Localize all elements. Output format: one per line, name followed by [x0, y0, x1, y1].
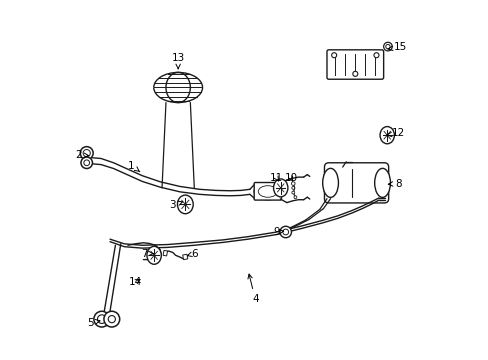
Text: 6: 6 [187, 248, 197, 258]
Text: 1: 1 [128, 161, 140, 172]
Text: 15: 15 [387, 42, 407, 52]
Circle shape [352, 71, 357, 76]
Ellipse shape [374, 168, 389, 197]
Ellipse shape [258, 186, 277, 197]
Ellipse shape [273, 179, 287, 197]
Ellipse shape [379, 127, 394, 144]
Ellipse shape [322, 168, 338, 197]
FancyBboxPatch shape [254, 183, 281, 200]
Text: 14: 14 [128, 277, 142, 287]
Text: 5: 5 [87, 318, 100, 328]
Circle shape [108, 316, 115, 323]
Circle shape [291, 186, 294, 189]
Bar [163, 250, 167, 256]
Circle shape [282, 229, 288, 235]
Text: 9: 9 [273, 227, 283, 237]
Circle shape [385, 44, 389, 49]
Ellipse shape [254, 183, 281, 200]
Text: 4: 4 [247, 274, 258, 304]
Text: 10: 10 [284, 173, 297, 183]
Circle shape [104, 311, 120, 327]
Text: 2: 2 [75, 150, 88, 160]
Ellipse shape [147, 246, 161, 264]
Bar [183, 254, 187, 260]
Text: 13: 13 [171, 53, 184, 69]
Ellipse shape [177, 195, 193, 214]
Circle shape [383, 42, 391, 51]
Circle shape [80, 147, 93, 159]
Circle shape [83, 160, 89, 166]
Circle shape [293, 196, 296, 199]
Circle shape [83, 149, 90, 157]
Circle shape [373, 53, 378, 58]
Text: 8: 8 [387, 179, 401, 189]
FancyBboxPatch shape [324, 163, 388, 203]
Circle shape [291, 182, 294, 185]
Circle shape [94, 311, 109, 327]
Circle shape [81, 157, 92, 168]
Circle shape [331, 53, 336, 58]
Circle shape [291, 191, 294, 194]
FancyBboxPatch shape [326, 50, 383, 79]
Text: 11: 11 [269, 173, 283, 183]
Circle shape [97, 315, 106, 323]
Text: 12: 12 [386, 129, 405, 138]
Text: 3: 3 [169, 200, 182, 210]
Text: 7: 7 [141, 248, 153, 258]
Circle shape [280, 226, 291, 238]
